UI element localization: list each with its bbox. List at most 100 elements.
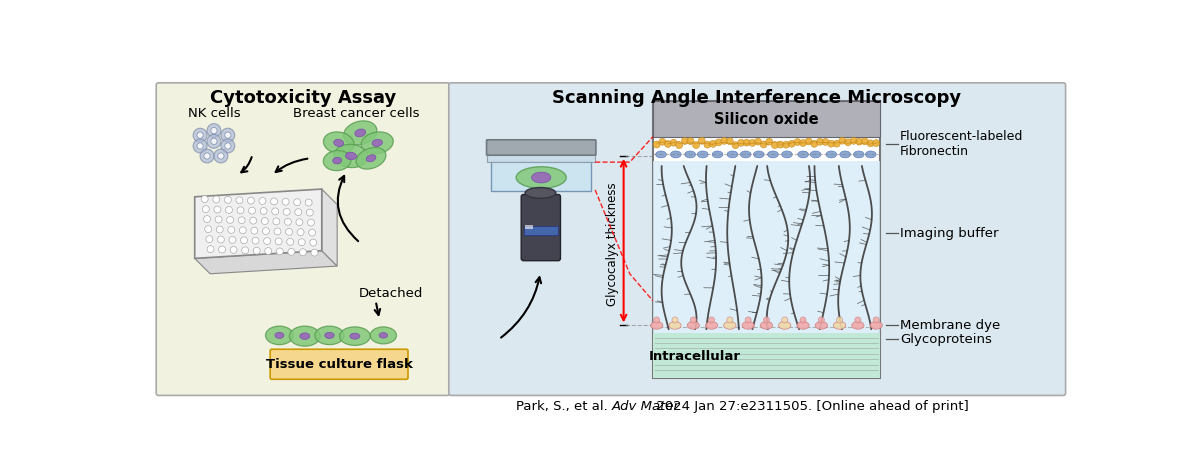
Circle shape [693, 142, 699, 149]
Circle shape [288, 248, 295, 255]
Circle shape [231, 246, 237, 253]
Ellipse shape [826, 151, 836, 158]
Ellipse shape [753, 151, 765, 158]
Circle shape [217, 153, 223, 159]
Bar [652, 333, 880, 378]
Circle shape [766, 138, 773, 145]
Circle shape [216, 226, 223, 233]
Text: NK cells: NK cells [188, 107, 240, 120]
Polygon shape [195, 251, 337, 274]
Ellipse shape [698, 151, 709, 158]
Circle shape [799, 140, 807, 146]
Circle shape [816, 138, 823, 145]
Ellipse shape [516, 167, 566, 188]
Circle shape [259, 198, 266, 204]
Circle shape [283, 208, 290, 215]
Ellipse shape [355, 129, 366, 137]
Circle shape [670, 139, 678, 146]
Polygon shape [321, 189, 337, 266]
Ellipse shape [366, 155, 376, 162]
Circle shape [307, 219, 314, 226]
Circle shape [251, 227, 258, 234]
Ellipse shape [333, 139, 344, 146]
Circle shape [306, 209, 313, 216]
Text: Park, S., et al.: Park, S., et al. [516, 400, 612, 413]
Circle shape [789, 140, 795, 147]
Circle shape [235, 197, 243, 204]
Circle shape [225, 132, 231, 138]
Ellipse shape [669, 321, 681, 329]
Circle shape [221, 139, 234, 153]
Text: Breast cancer cells: Breast cancer cells [293, 107, 419, 120]
Text: Cytotoxicity Assay: Cytotoxicity Assay [210, 89, 397, 107]
Circle shape [194, 139, 207, 153]
Circle shape [299, 239, 305, 245]
Ellipse shape [767, 151, 778, 158]
Ellipse shape [325, 332, 335, 338]
Circle shape [282, 198, 289, 205]
Circle shape [737, 139, 744, 146]
Circle shape [749, 140, 755, 146]
Ellipse shape [356, 147, 386, 169]
Ellipse shape [670, 151, 681, 158]
Circle shape [872, 140, 880, 147]
Circle shape [874, 317, 880, 323]
Circle shape [839, 137, 846, 144]
Ellipse shape [712, 151, 723, 158]
Circle shape [654, 317, 660, 323]
Circle shape [229, 236, 235, 244]
Circle shape [772, 142, 778, 149]
Circle shape [810, 140, 817, 147]
Circle shape [215, 216, 222, 223]
FancyBboxPatch shape [449, 83, 1066, 396]
Circle shape [227, 217, 233, 223]
Ellipse shape [532, 172, 551, 183]
Ellipse shape [705, 321, 718, 329]
Circle shape [241, 247, 249, 254]
Circle shape [213, 196, 220, 203]
FancyBboxPatch shape [521, 194, 560, 261]
FancyBboxPatch shape [491, 161, 592, 191]
Circle shape [219, 246, 226, 253]
Circle shape [744, 317, 752, 323]
Ellipse shape [727, 151, 737, 158]
Circle shape [681, 137, 688, 144]
Circle shape [275, 238, 282, 245]
Circle shape [672, 317, 678, 323]
Text: Silicon oxide: Silicon oxide [715, 111, 819, 126]
Circle shape [286, 228, 293, 235]
Ellipse shape [685, 151, 695, 158]
Ellipse shape [724, 321, 736, 329]
Ellipse shape [525, 187, 556, 198]
Circle shape [850, 137, 857, 144]
Ellipse shape [782, 151, 792, 158]
Circle shape [252, 237, 259, 244]
Text: Detached: Detached [358, 287, 423, 300]
Circle shape [214, 206, 221, 213]
Ellipse shape [870, 321, 882, 329]
Circle shape [264, 237, 270, 244]
Circle shape [214, 149, 228, 163]
Ellipse shape [265, 326, 293, 345]
Ellipse shape [740, 151, 750, 158]
Ellipse shape [798, 151, 809, 158]
Text: Fluorescent-labeled
Fibronectin: Fluorescent-labeled Fibronectin [900, 130, 1023, 159]
Circle shape [298, 229, 304, 236]
Circle shape [828, 140, 834, 147]
Text: Scanning Angle Interference Microscopy: Scanning Angle Interference Microscopy [552, 89, 961, 107]
Bar [652, 101, 880, 137]
Circle shape [202, 206, 209, 212]
Circle shape [654, 141, 660, 148]
Ellipse shape [840, 151, 851, 158]
Circle shape [664, 141, 672, 147]
Bar [652, 160, 880, 333]
Circle shape [261, 208, 268, 214]
Ellipse shape [324, 151, 351, 171]
Circle shape [247, 197, 255, 204]
Circle shape [210, 127, 217, 134]
Circle shape [854, 317, 860, 323]
Circle shape [203, 216, 210, 223]
Circle shape [799, 317, 807, 323]
Text: Imaging buffer: Imaging buffer [900, 227, 999, 239]
Ellipse shape [797, 321, 809, 329]
